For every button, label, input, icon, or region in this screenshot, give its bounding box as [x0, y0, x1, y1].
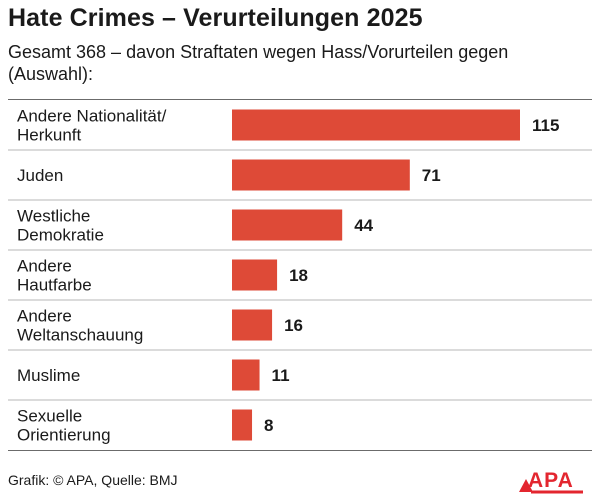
chart-subtitle: Gesamt 368 – davon Straftaten wegen Hass…	[8, 42, 509, 84]
bar	[232, 109, 520, 141]
chart-title: Hate Crimes – Verurteilungen 2025	[8, 4, 423, 32]
bar	[232, 359, 260, 391]
bottom-divider	[8, 450, 592, 451]
category-label: Muslime	[17, 366, 80, 385]
bar	[232, 209, 343, 241]
category-label: Andere Weltanschauung	[17, 307, 143, 345]
category-label-line: Sexuelle	[17, 407, 82, 426]
apa-logo-chevron-icon	[519, 479, 533, 492]
category-label-line: Orientierung	[17, 426, 111, 445]
bar-chart: Andere Nationalität/Herkunft 115 Juden 71 We…	[8, 107, 592, 445]
category-label-line: Andere	[17, 307, 72, 326]
apa-logo: APA	[519, 469, 583, 494]
category-label-line: Andere	[17, 257, 72, 276]
category-label-line: Muslime	[17, 366, 80, 385]
bar	[232, 259, 278, 291]
source-credit: Grafik: © APA, Quelle: BMJ	[8, 472, 178, 488]
category-label: Westliche Demokratie	[17, 207, 104, 245]
category-label: Andere Nationalität/Herkunft	[17, 107, 167, 145]
value-label: 44	[354, 216, 373, 235]
value-label: 71	[422, 166, 441, 185]
category-label: Sexuelle Orientierung	[17, 407, 111, 445]
category-label-line: Herkunft	[17, 126, 82, 145]
category-label: Andere Hautfarbe	[17, 257, 92, 295]
apa-logo-underline	[531, 490, 583, 494]
value-label: 115	[532, 116, 559, 135]
value-label: 11	[272, 366, 290, 385]
category-label-line: Weltanschauung	[17, 326, 143, 345]
bar	[232, 409, 253, 441]
value-label: 8	[264, 416, 273, 435]
category-label-line: Hautfarbe	[17, 276, 92, 295]
category-label-line: Andere Nationalität/	[17, 107, 167, 126]
category-label: Juden	[17, 166, 63, 185]
category-label-line: Demokratie	[17, 226, 104, 245]
bar	[232, 159, 410, 191]
value-label: 18	[289, 266, 308, 285]
category-label-line: Juden	[17, 166, 63, 185]
value-label: 16	[284, 316, 303, 335]
bar	[232, 309, 273, 341]
top-divider	[8, 99, 592, 100]
category-label-line: Westliche	[17, 207, 90, 226]
apa-logo-text: APA	[528, 469, 574, 492]
